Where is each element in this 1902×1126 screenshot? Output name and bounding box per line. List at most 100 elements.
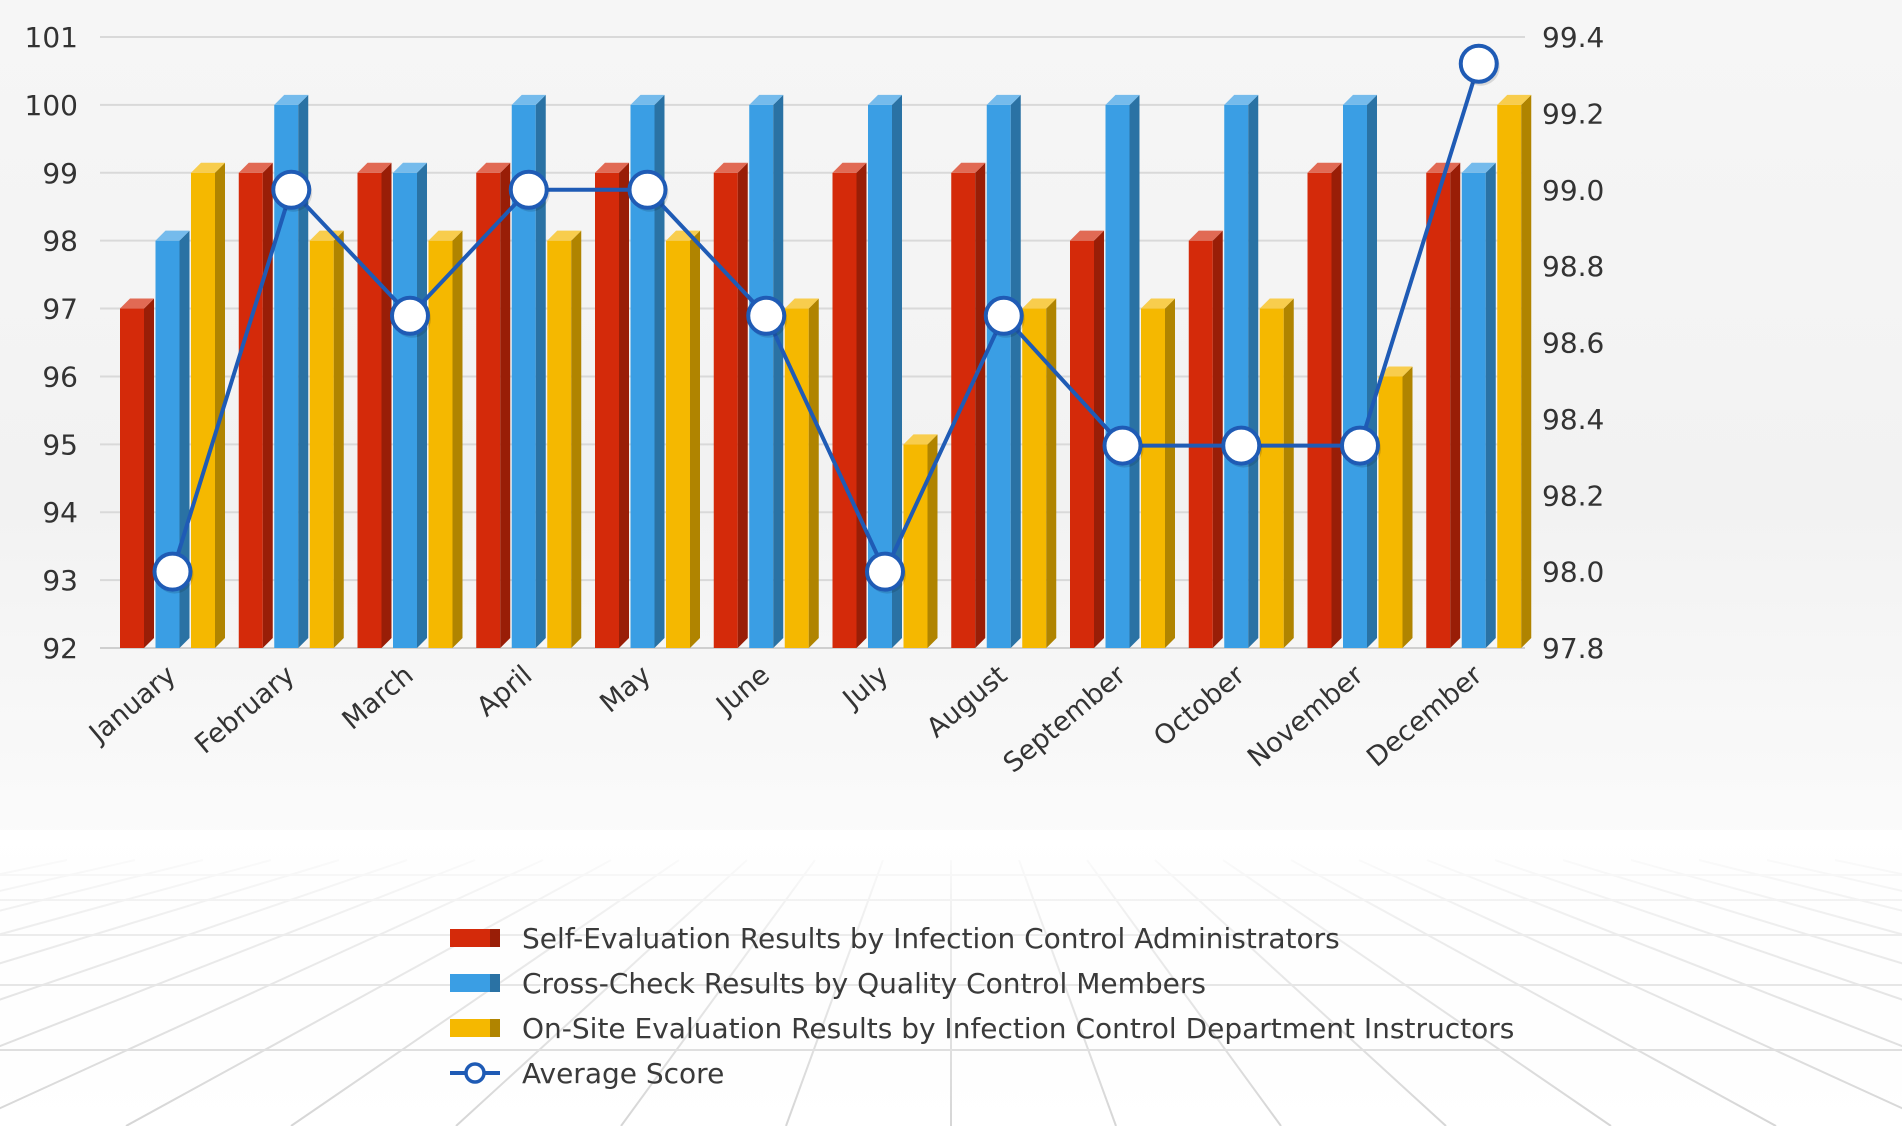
bar-top xyxy=(1188,230,1223,241)
bar-top xyxy=(476,162,511,173)
average-point-september xyxy=(1102,425,1143,466)
bar-on-site-evaluation-results-by-infection-control-department-instructors-july xyxy=(903,434,938,648)
bar-front xyxy=(666,240,690,648)
y-tick-right-label: 99.4 xyxy=(1542,21,1604,54)
bar-cross-check-results-by-quality-control-members-november xyxy=(1343,94,1377,648)
bar-self-evaluation-results-by-infection-control-administrators-october xyxy=(1188,230,1223,648)
bar-front xyxy=(476,172,501,648)
bar-side xyxy=(1165,298,1175,648)
bar-front xyxy=(1378,376,1403,648)
bar-top xyxy=(1141,298,1175,309)
bar-self-evaluation-results-by-infection-control-administrators-december xyxy=(1426,162,1461,648)
y-tick-right-label: 98.8 xyxy=(1542,250,1604,283)
series-self-evaluation-results-by-infection-control-administrators xyxy=(120,162,1461,648)
bar-top xyxy=(1343,94,1377,105)
bar-top xyxy=(1461,162,1496,173)
bar-side xyxy=(535,94,546,648)
bar-side xyxy=(737,162,748,648)
bar-front xyxy=(1224,104,1249,648)
bar-side xyxy=(654,94,665,648)
bar-self-evaluation-results-by-infection-control-administrators-january xyxy=(120,298,154,648)
average-point-january xyxy=(152,551,193,592)
y-tick-left-label: 94 xyxy=(42,496,78,529)
bar-front xyxy=(986,104,1011,648)
bar-top xyxy=(1378,366,1413,377)
bar-top xyxy=(749,94,784,105)
bar-side xyxy=(1521,94,1532,648)
bar-side xyxy=(1485,162,1496,648)
bar-top xyxy=(784,298,819,309)
bar-side xyxy=(1094,230,1104,648)
bar-self-evaluation-results-by-infection-control-administrators-february xyxy=(238,162,273,648)
bar-front xyxy=(191,172,215,648)
legend-label-4: Average Score xyxy=(522,1057,724,1090)
legend-swatch-side xyxy=(490,974,500,992)
bar-side xyxy=(1046,298,1057,648)
bar-front xyxy=(309,240,334,648)
bar-front xyxy=(1307,172,1332,648)
bar-top xyxy=(1497,94,1532,105)
bar-side xyxy=(262,162,273,648)
bar-front xyxy=(713,172,738,648)
bar-self-evaluation-results-by-infection-control-administrators-august xyxy=(951,162,986,648)
legend-swatch-2 xyxy=(450,974,490,992)
average-point-may xyxy=(627,169,668,210)
bar-on-site-evaluation-results-by-infection-control-department-instructors-march xyxy=(428,230,463,648)
bar-top xyxy=(713,162,748,173)
bar-cross-check-results-by-quality-control-members-june xyxy=(749,94,784,648)
average-point-june xyxy=(746,295,787,336)
y-tick-right-label: 98.6 xyxy=(1542,327,1604,360)
average-point-february xyxy=(271,169,312,210)
bar-top xyxy=(511,94,546,105)
bar-top xyxy=(868,94,902,105)
bar-cross-check-results-by-quality-control-members-october xyxy=(1224,94,1259,648)
legend-label-1: Self-Evaluation Results by Infection Con… xyxy=(522,922,1340,955)
bar-top xyxy=(1022,298,1057,309)
y-tick-right-label: 97.8 xyxy=(1542,632,1604,665)
bar-front xyxy=(903,444,928,648)
bar-top xyxy=(832,162,867,173)
y-tick-left-label: 93 xyxy=(42,564,78,597)
legend-swatch-3 xyxy=(450,1019,490,1037)
bar-self-evaluation-results-by-infection-control-administrators-april xyxy=(476,162,511,648)
legend: Self-Evaluation Results by Infection Con… xyxy=(450,922,1514,1090)
bar-top xyxy=(595,162,629,173)
bar-side xyxy=(619,162,629,648)
average-point-july xyxy=(865,551,905,592)
bar-side xyxy=(333,230,344,648)
bar-top xyxy=(1307,162,1342,173)
average-point-october xyxy=(1221,425,1262,466)
y-tick-left-label: 95 xyxy=(42,428,78,461)
y-tick-left-label: 98 xyxy=(42,225,78,258)
bar-front xyxy=(547,240,572,648)
bar-top xyxy=(547,230,582,241)
y-tick-right-label: 98.0 xyxy=(1542,556,1604,589)
bar-on-site-evaluation-results-by-infection-control-department-instructors-september xyxy=(1141,298,1175,648)
bar-side xyxy=(571,230,582,648)
bar-side xyxy=(1402,366,1413,648)
bar-on-site-evaluation-results-by-infection-control-department-instructors-december xyxy=(1497,94,1532,648)
y-tick-left-label: 96 xyxy=(42,360,78,393)
y-tick-right-label: 99.2 xyxy=(1542,97,1604,130)
bar-on-site-evaluation-results-by-infection-control-department-instructors-april xyxy=(547,230,582,648)
y-tick-left-label: 99 xyxy=(42,157,78,190)
bar-side xyxy=(856,162,867,648)
bar-top xyxy=(428,230,463,241)
bar-front xyxy=(357,172,382,648)
bar-side xyxy=(500,162,511,648)
bar-top xyxy=(274,94,309,105)
bar-top xyxy=(951,162,986,173)
bar-side xyxy=(927,434,938,648)
legend-label-3: On-Site Evaluation Results by Infection … xyxy=(522,1012,1514,1045)
bar-on-site-evaluation-results-by-infection-control-department-instructors-february xyxy=(309,230,344,648)
bar-side xyxy=(690,230,700,648)
bar-front xyxy=(428,240,453,648)
legend-item-cross-check-results-by-quality-control-members: Cross-Check Results by Quality Control M… xyxy=(450,967,1206,1000)
bar-front xyxy=(238,172,263,648)
bar-on-site-evaluation-results-by-infection-control-department-instructors-january xyxy=(191,162,225,648)
right-axis: 97.8 98.0 98.2 98.4 98.6 98.8 99.0 99.2 99.4 xyxy=(1542,21,1604,665)
legend-marker-icon xyxy=(464,1062,486,1084)
bar-self-evaluation-results-by-infection-control-administrators-july xyxy=(832,162,867,648)
